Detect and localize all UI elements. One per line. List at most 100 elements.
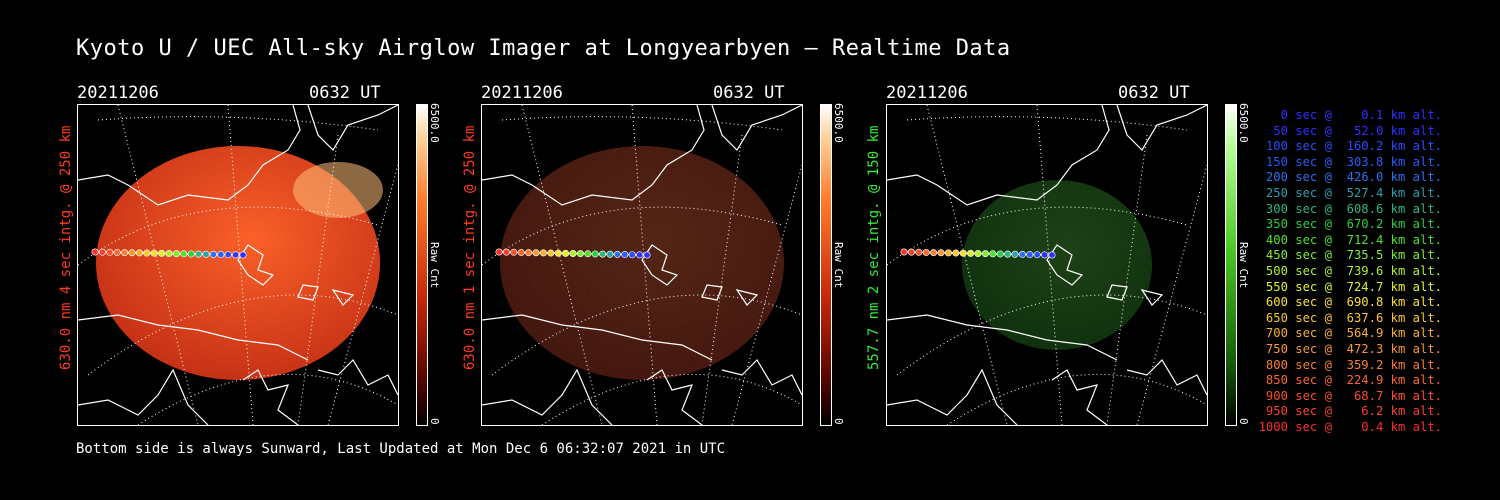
- track-point: [643, 251, 651, 259]
- track-point: [915, 248, 923, 256]
- track-point: [539, 249, 547, 257]
- track-point: [158, 249, 166, 257]
- track-point: [202, 250, 210, 258]
- track-point: [922, 248, 930, 256]
- legend-entry: 550 sec @ 724.7 km alt.: [1258, 279, 1442, 294]
- track-point: [576, 250, 584, 258]
- coastline: [78, 105, 398, 425]
- track-point: [981, 250, 989, 258]
- track-point: [547, 249, 555, 257]
- legend-entry: 0 sec @ 0.1 km alt.: [1258, 108, 1442, 122]
- track-point: [937, 249, 945, 257]
- legend-entry: 400 sec @ 712.4 km alt.: [1258, 232, 1442, 247]
- legend-entry: 100 sec @ 160.2 km alt.: [1258, 139, 1442, 154]
- legend-entry: 350 sec @ 670.2 km alt.: [1258, 217, 1442, 232]
- coastline: [887, 105, 1207, 425]
- panel-1-cbar-unit: Raw Cnt: [428, 242, 441, 289]
- legend-entry: 200 sec @ 426.0 km alt.: [1258, 170, 1442, 185]
- track-point: [1033, 251, 1041, 259]
- legend-entry: 650 sec @ 637.6 km alt.: [1258, 310, 1442, 325]
- legend-entry: 250 sec @ 527.4 km alt.: [1258, 185, 1442, 200]
- lat-lon-grid: [887, 105, 1207, 425]
- allsky-map: [482, 105, 802, 425]
- track-point: [613, 250, 621, 258]
- page-title: Kyoto U / UEC All-sky Airglow Imager at …: [76, 36, 1011, 61]
- panel-2-cbar-max: 6500.0: [832, 103, 845, 143]
- altitude-legend: 0 sec @ 0.1 km alt. 50 sec @ 52.0 km alt…: [1259, 108, 1442, 435]
- track-point: [621, 251, 629, 259]
- airglow-image: [962, 180, 1152, 350]
- track-point: [113, 248, 121, 256]
- track-point: [606, 250, 614, 258]
- track-point: [532, 249, 540, 257]
- track-point: [569, 250, 577, 258]
- panel-2-date: 20211206: [481, 83, 563, 103]
- airglow-image: [500, 146, 784, 380]
- track-point: [900, 248, 908, 256]
- track-point: [232, 251, 240, 259]
- track-point: [636, 251, 644, 259]
- track-point: [143, 249, 151, 257]
- panel-2-image: [481, 104, 803, 426]
- legend-entry: 950 sec @ 6.2 km alt.: [1258, 404, 1442, 419]
- panel-3-cbar-unit: Raw Cnt: [1237, 242, 1250, 289]
- track-point: [1048, 251, 1056, 259]
- track-point: [959, 249, 967, 257]
- track-point: [510, 248, 518, 256]
- track-point: [944, 249, 952, 257]
- panel-2-cbar-unit: Raw Cnt: [832, 242, 845, 289]
- legend-entry: 1000 sec @ 0.4 km alt.: [1258, 419, 1442, 434]
- legend-entry: 850 sec @ 224.9 km alt.: [1258, 373, 1442, 388]
- allsky-map: [887, 105, 1207, 425]
- legend-entry: 700 sec @ 564.9 km alt.: [1258, 326, 1442, 341]
- legend-entry: 900 sec @ 68.7 km alt.: [1258, 388, 1442, 403]
- track-point: [967, 249, 975, 257]
- panel-3-cbar-min: 0: [1237, 418, 1250, 425]
- track-point: [150, 249, 158, 257]
- lat-lon-grid: [482, 105, 802, 425]
- track-point: [584, 250, 592, 258]
- panel-1-cbar-max: 6500.0: [428, 103, 441, 143]
- track-point: [1011, 250, 1019, 258]
- track-point: [525, 249, 533, 257]
- panel-1-ylabel: 630.0 nm 4 sec intg. @ 250 km: [58, 125, 74, 370]
- track-point: [128, 249, 136, 257]
- track-point: [562, 249, 570, 257]
- track-point: [98, 248, 106, 256]
- track-point: [239, 251, 247, 259]
- legend-entry: 600 sec @ 690.8 km alt.: [1258, 295, 1442, 310]
- panel-1-cbar-min: 0: [428, 418, 441, 425]
- track-point: [135, 249, 143, 257]
- legend-entry: 750 sec @ 472.3 km alt.: [1258, 341, 1442, 356]
- track-point: [187, 250, 195, 258]
- legend-entry: 300 sec @ 608.6 km alt.: [1258, 201, 1442, 216]
- track-point: [952, 249, 960, 257]
- panel-1-image: [77, 104, 399, 426]
- track-point: [121, 249, 129, 257]
- panel-3-ylabel: 557.7 nm 2 sec intg. @ 150 km: [866, 125, 882, 370]
- coastline: [482, 105, 802, 425]
- panel-2-ylabel: 630.0 nm 1 sec intg. @ 250 km: [462, 125, 478, 370]
- track-point: [599, 250, 607, 258]
- track-point: [1026, 251, 1034, 259]
- track-point: [217, 251, 225, 259]
- track-point: [989, 250, 997, 258]
- panel-1-date: 20211206: [77, 83, 159, 103]
- panel-2-cbar-min: 0: [832, 418, 845, 425]
- panel-1-time: 0632 UT: [309, 83, 381, 103]
- legend-entry: 500 sec @ 739.6 km alt.: [1258, 263, 1442, 278]
- track-point: [1004, 250, 1012, 258]
- track-point: [209, 250, 217, 258]
- panel-3-time: 0632 UT: [1118, 83, 1190, 103]
- track-point: [1041, 251, 1049, 259]
- panel-2-time: 0632 UT: [713, 83, 785, 103]
- panel-3-image: [886, 104, 1208, 426]
- track-point: [172, 250, 180, 258]
- legend-entry: 800 sec @ 359.2 km alt.: [1258, 357, 1442, 372]
- track-point: [591, 250, 599, 258]
- track-point: [554, 249, 562, 257]
- aurora-glow: [293, 162, 383, 218]
- panel-3-date: 20211206: [886, 83, 968, 103]
- legend-entry: 150 sec @ 303.8 km alt.: [1258, 154, 1442, 169]
- track-point: [224, 251, 232, 259]
